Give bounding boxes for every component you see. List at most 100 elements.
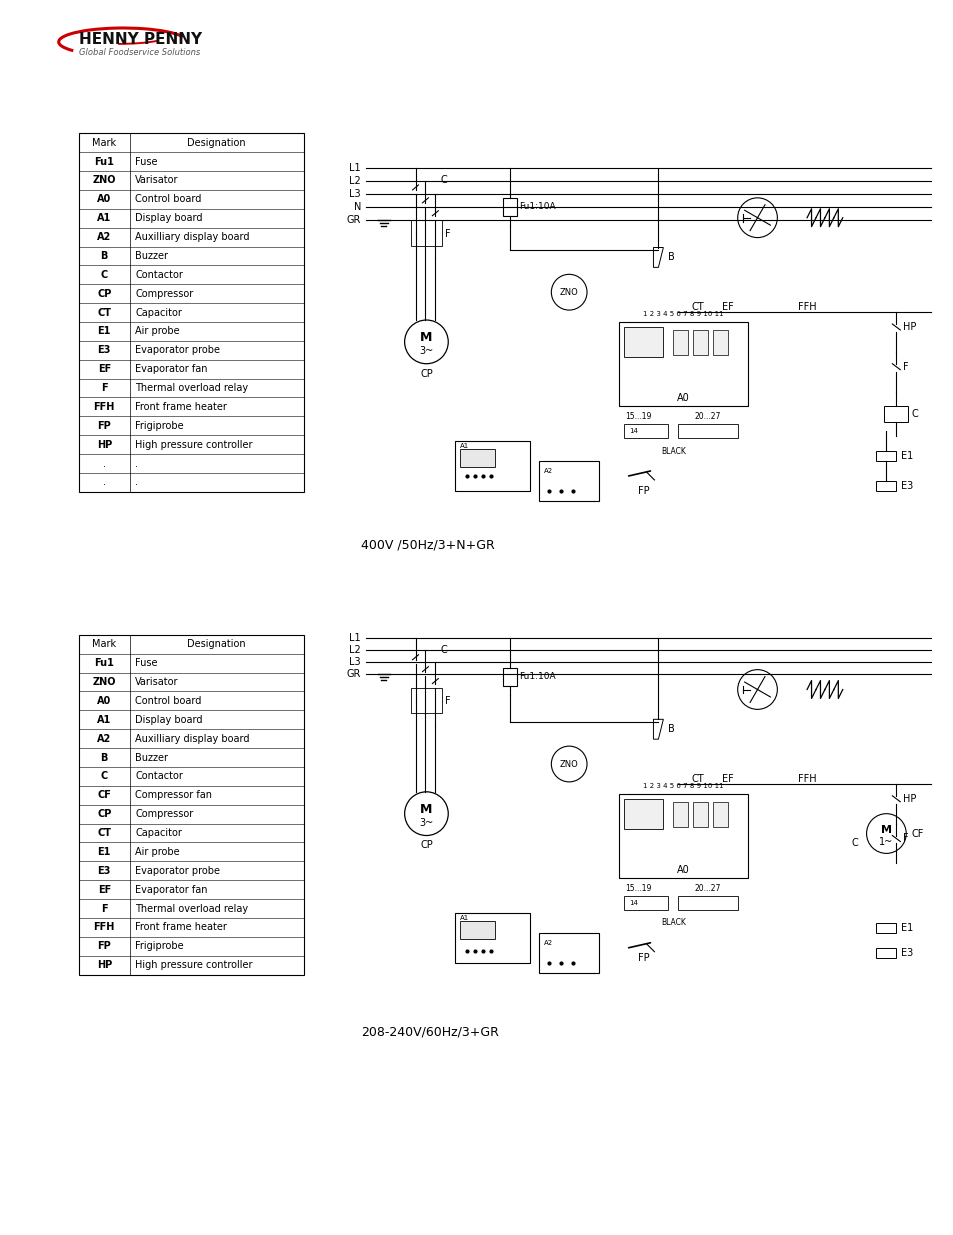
Text: GR: GR [346,668,360,678]
Text: C: C [101,772,108,782]
Text: A1: A1 [97,715,112,725]
Text: HP: HP [96,960,112,971]
Text: Air probe: Air probe [135,847,179,857]
Text: Mark: Mark [92,138,116,148]
Text: Frigiprobe: Frigiprobe [135,421,183,431]
Bar [678,897,737,910]
Text: Capacitor: Capacitor [135,827,182,839]
Circle shape [865,814,905,853]
Bar [673,802,687,826]
Text: L1: L1 [349,163,360,173]
Text: BLACK: BLACK [660,447,685,456]
Text: Fu1:10A: Fu1:10A [519,203,556,211]
Bar [623,799,662,829]
Bar [623,897,668,910]
Bar [618,794,747,878]
Text: M: M [420,331,432,345]
Text: L3: L3 [349,657,360,667]
Text: N: N [354,201,360,211]
Text: Evaporator fan: Evaporator fan [135,884,208,894]
Text: C: C [440,175,447,185]
Text: A0: A0 [97,697,112,706]
Text: F: F [101,904,108,914]
Text: 20...27: 20...27 [694,884,720,893]
Circle shape [551,274,586,310]
Text: CP: CP [97,289,112,299]
Text: Contactor: Contactor [135,269,183,280]
Text: Buzzer: Buzzer [135,251,168,261]
Text: EF: EF [97,884,111,894]
Bar [693,802,707,826]
Bar [673,330,687,354]
Text: CP: CP [419,841,433,851]
Bar [623,425,668,438]
Bar [410,688,442,714]
Text: Fu1:10A: Fu1:10A [519,672,556,680]
Text: A0: A0 [676,866,689,876]
Text: E3: E3 [97,866,111,876]
Text: Frigiprobe: Frigiprobe [135,941,183,951]
Text: BLACK: BLACK [660,919,685,927]
Text: 14: 14 [629,900,638,906]
Text: M: M [420,803,432,816]
Bar [876,923,896,932]
Bar [876,480,896,490]
Bar [883,406,907,422]
Text: E1: E1 [97,847,111,857]
Text: Mark: Mark [92,640,116,650]
Text: E3: E3 [97,346,111,356]
Text: High pressure controller: High pressure controller [135,960,253,971]
Text: F: F [902,834,908,844]
Text: CT: CT [691,303,703,312]
Text: Thermal overload relay: Thermal overload relay [135,383,248,393]
Text: ZNO: ZNO [92,175,116,185]
Text: Fu1: Fu1 [94,658,114,668]
Text: EF: EF [721,303,733,312]
Text: FP: FP [637,952,649,963]
Text: Fuse: Fuse [135,157,157,167]
Text: 3~: 3~ [419,346,433,356]
Text: High pressure controller: High pressure controller [135,440,253,450]
Bar [712,802,727,826]
Text: ZNO: ZNO [559,760,578,768]
Bar [502,668,517,685]
Bar [618,322,747,406]
Text: CF: CF [910,829,923,839]
Text: FP: FP [97,421,112,431]
Text: 1 2 3 4 5 6 7 8 9 10 11: 1 2 3 4 5 6 7 8 9 10 11 [642,311,722,317]
Text: HP: HP [96,440,112,450]
Text: CF: CF [97,790,112,800]
Text: B: B [668,252,675,263]
Text: FFH: FFH [93,401,115,412]
Text: Global Foodservice Solutions: Global Foodservice Solutions [78,48,199,57]
Text: B: B [100,251,108,261]
Circle shape [737,669,777,709]
Text: 208-240V/60Hz/3+GR: 208-240V/60Hz/3+GR [360,1026,498,1039]
Text: Evaporator fan: Evaporator fan [135,364,208,374]
Bar [876,947,896,957]
Circle shape [404,792,448,836]
Text: CT: CT [97,827,112,839]
Bar [693,330,707,354]
Text: Fu1: Fu1 [94,157,114,167]
Text: A0: A0 [676,394,689,404]
Text: Control board: Control board [135,697,201,706]
Polygon shape [653,247,662,268]
Bar [502,198,517,216]
Text: Front frame heater: Front frame heater [135,923,227,932]
Text: A2: A2 [97,734,112,743]
Bar [455,441,529,490]
Text: FP: FP [637,485,649,496]
Text: A2: A2 [544,940,553,946]
Text: Buzzer: Buzzer [135,752,168,762]
Circle shape [404,320,448,364]
Text: FFH: FFH [797,303,816,312]
Text: 14: 14 [629,429,638,435]
Text: Air probe: Air probe [135,326,179,336]
Text: M: M [880,825,891,835]
Text: L2: L2 [349,645,360,655]
Text: B: B [100,752,108,762]
Text: E1: E1 [901,451,913,461]
Text: F: F [902,362,908,372]
Text: ZNO: ZNO [559,288,578,296]
